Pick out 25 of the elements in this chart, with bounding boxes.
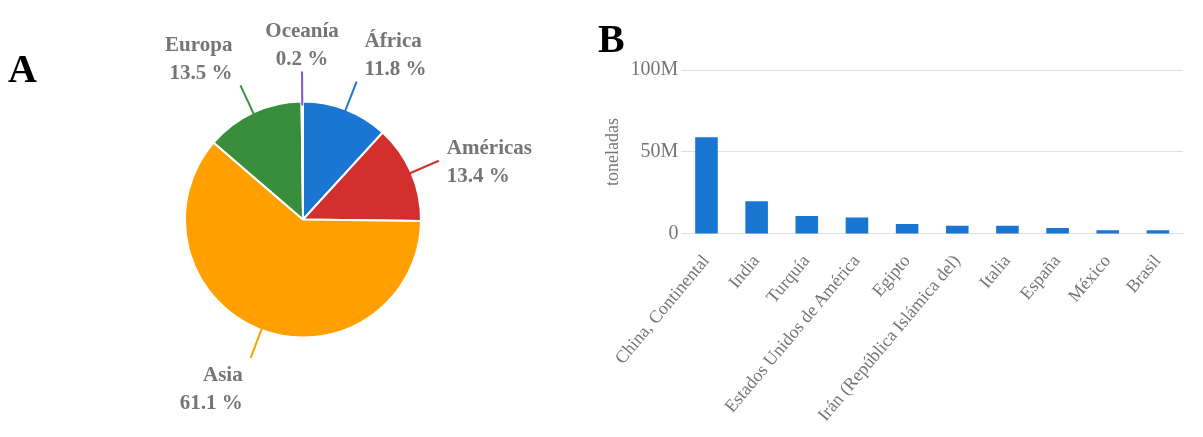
slice-label: África xyxy=(364,27,423,52)
bar xyxy=(845,217,869,234)
data-label: 13.4 % xyxy=(446,163,510,188)
slice-label: Europa xyxy=(165,31,233,56)
y-tick-label: 0 xyxy=(668,221,679,244)
slice-label: Asia xyxy=(203,362,244,387)
text: A xyxy=(8,46,37,92)
bar xyxy=(1046,228,1069,234)
slice-label: Oceanía xyxy=(265,17,340,42)
bar xyxy=(745,201,768,234)
y-tick-label: 100M xyxy=(630,57,679,80)
data-label: 61.1 % xyxy=(179,390,243,415)
data-label: 11.8 % xyxy=(364,55,427,80)
bar xyxy=(996,225,1019,234)
bar xyxy=(695,137,718,234)
bar xyxy=(945,225,969,234)
y-tick-label: 50M xyxy=(640,139,679,162)
data-label: 13.5 % xyxy=(169,59,233,84)
chart-title: B xyxy=(598,16,625,62)
bar xyxy=(795,215,819,234)
bar xyxy=(1096,230,1120,234)
data-label: 0.2 % xyxy=(275,45,329,70)
slice-label: Américas xyxy=(446,135,532,160)
y-axis-title: toneladas xyxy=(601,117,622,186)
bar xyxy=(895,224,919,234)
